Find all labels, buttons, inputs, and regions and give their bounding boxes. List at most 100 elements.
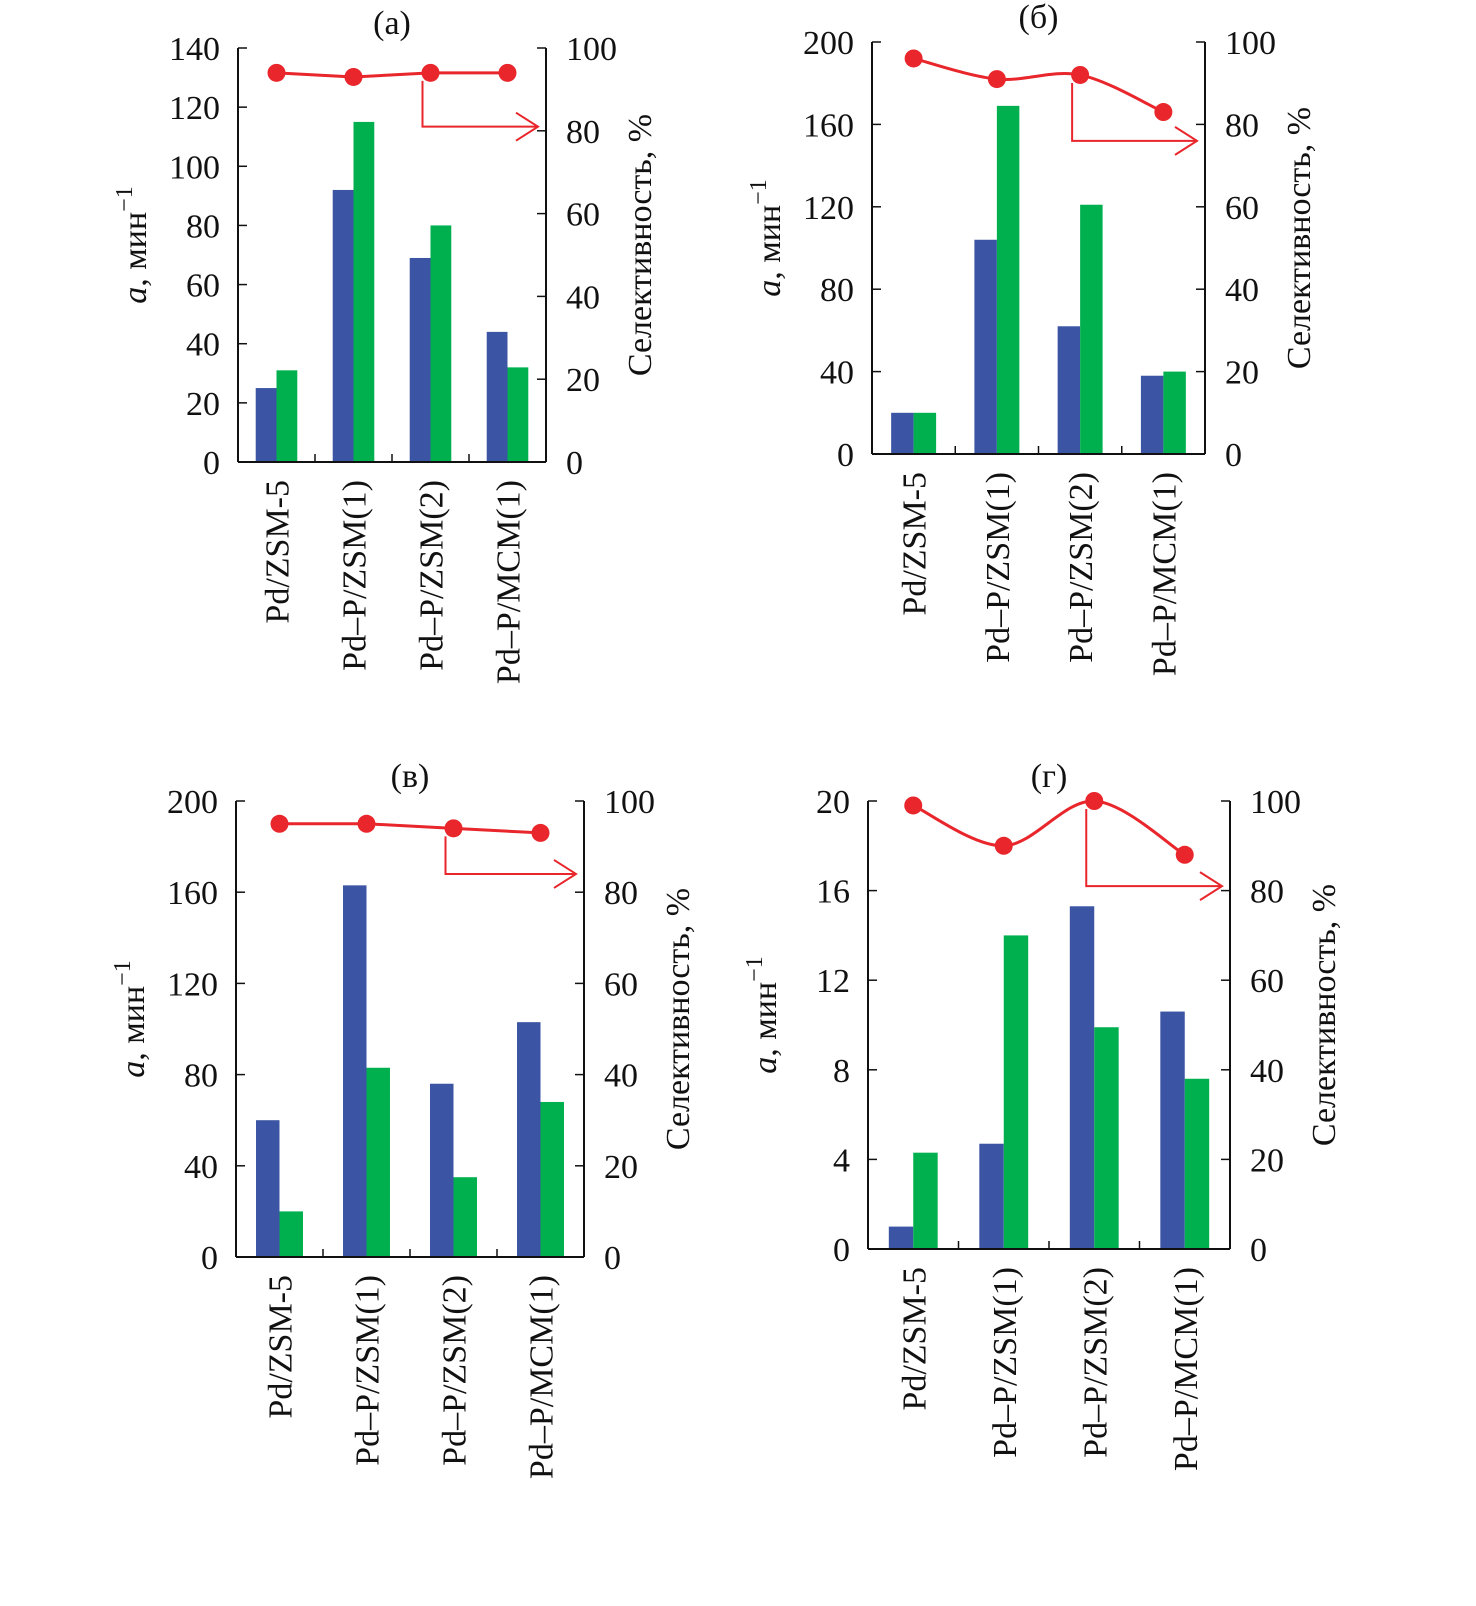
- y-right-tick-label: 20: [1250, 1142, 1284, 1179]
- y-left-tick-label: 0: [837, 437, 854, 474]
- y-left-tick-label: 80: [186, 208, 220, 245]
- y-left-label: a, мин−1: [746, 179, 788, 296]
- selectivity-point: [498, 63, 517, 82]
- selectivity-point: [904, 49, 923, 68]
- y-right-tick-label: 40: [604, 1058, 638, 1095]
- y-right-tick-label: 20: [1225, 355, 1259, 392]
- bar-blue: [974, 239, 997, 454]
- panel-label: (а): [373, 5, 411, 42]
- x-tick-label: Pd–P/ZSM(2): [1077, 1267, 1114, 1458]
- bar-green: [279, 1211, 303, 1257]
- selectivity-axis-arrow: [1071, 82, 1197, 142]
- y-right-tick-label: 60: [1225, 190, 1259, 227]
- y-right-tick-label: 100: [604, 784, 655, 821]
- y-left-tick-label: 80: [820, 272, 854, 309]
- bar-green: [913, 412, 937, 454]
- y-left-tick-label: 140: [169, 31, 220, 68]
- selectivity-point: [994, 836, 1013, 855]
- y-right-tick-label: 40: [1225, 272, 1259, 309]
- x-tick-label: Pd–P/ZSM(1): [337, 480, 374, 671]
- y-left-tick-label: 4: [833, 1142, 850, 1179]
- selectivity-axis-arrow: [421, 80, 538, 128]
- y-right-tick-label: 100: [1250, 784, 1301, 821]
- chart-panel-2: (б) 0 40 80 120 160 200 0 20 40 60 80 100 a, мин−1 Сел…: [746, 0, 1318, 676]
- bar-green: [1163, 371, 1186, 454]
- y-right-tick-label: 60: [604, 966, 638, 1003]
- y-right-tick-label: 60: [1250, 963, 1284, 1000]
- arrow-head-icon: [553, 859, 578, 889]
- y-left-tick-label: 80: [184, 1058, 218, 1095]
- bar-blue: [1140, 375, 1164, 454]
- x-tick-label: Pd–P/ZSM(2): [414, 480, 451, 671]
- y-left-label: a, мин−1: [110, 960, 152, 1077]
- y-left-tick-label: 12: [816, 963, 850, 1000]
- y-left-label-unit: , мин: [747, 982, 784, 1057]
- y-left-tick-label: 0: [833, 1232, 850, 1269]
- y-right-tick-label: 0: [604, 1240, 621, 1277]
- bar-green: [1003, 935, 1029, 1249]
- y-left-tick-label: 0: [201, 1240, 218, 1277]
- selectivity-axis-arrow: [1085, 809, 1222, 888]
- selectivity-point: [1154, 103, 1173, 122]
- y-left-tick-label: 60: [186, 268, 220, 305]
- x-tick-label: Pd–P/MCM(1): [491, 480, 528, 684]
- selectivity-point: [444, 819, 463, 838]
- y-left-label: a, мин−1: [742, 956, 784, 1073]
- y-left-tick-label: 160: [803, 107, 854, 144]
- y-right-tick-label: 100: [566, 31, 617, 68]
- x-tick-label: Pd–P/ZSM(1): [350, 1275, 387, 1466]
- x-tick-label: Pd/ZSM-5: [263, 1275, 300, 1419]
- selectivity-line: [279, 822, 541, 835]
- y-right-tick-label: 60: [566, 197, 600, 234]
- bar-green: [540, 1101, 564, 1257]
- y-right-tick-label: 0: [1250, 1232, 1267, 1269]
- y-left-tick-label: 20: [816, 784, 850, 821]
- selectivity-point: [344, 67, 363, 86]
- y-right-tick-label: 0: [1225, 437, 1242, 474]
- x-tick-label: Pd/ZSM-5: [896, 1267, 933, 1411]
- selectivity-point: [1085, 792, 1104, 810]
- selectivity-point: [1175, 845, 1194, 864]
- y-left-tick-label: 8: [833, 1053, 850, 1090]
- bar-green: [430, 225, 452, 462]
- y-right-tick-label: 80: [1225, 107, 1259, 144]
- y-left-tick-label: 120: [167, 966, 218, 1003]
- arrow-head-icon: [1174, 126, 1199, 156]
- selectivity-point: [357, 814, 376, 833]
- y-left-label-unit: , мин: [117, 212, 154, 287]
- y-left-tick-label: 40: [184, 1149, 218, 1186]
- panel-label: (в): [391, 758, 430, 795]
- chart-panel-4: (г) 0 4 8 12 16 20 0 20 40 60 80 100 a, мин−1 Селектив…: [742, 758, 1343, 1471]
- y-left-tick-label: 200: [803, 25, 854, 62]
- bar-green: [276, 370, 298, 462]
- x-tick-label: Pd–P/ZSM(1): [987, 1267, 1024, 1458]
- bar-blue: [430, 1083, 454, 1257]
- bar-blue: [1057, 326, 1081, 454]
- y-right-tick-label: 0: [566, 445, 583, 482]
- selectivity-point: [421, 63, 440, 82]
- y-right-tick-label: 40: [1250, 1053, 1284, 1090]
- bar-green: [366, 1067, 390, 1257]
- bar-blue: [343, 885, 367, 1257]
- y-left-label-symbol: a: [747, 1057, 784, 1074]
- bar-blue: [888, 1226, 914, 1249]
- y-right-tick-label: 100: [1225, 25, 1276, 62]
- y-left-label-unit: , мин: [751, 205, 788, 280]
- selectivity-point: [270, 814, 289, 833]
- selectivity-point: [1071, 65, 1090, 84]
- y-right-tick-label: 80: [566, 114, 600, 151]
- y-left-label-exponent: −1: [746, 179, 772, 205]
- arrow-head-icon: [515, 111, 540, 142]
- y-right-tick-label: 20: [566, 362, 600, 399]
- bar-blue: [256, 1120, 280, 1257]
- y-left-tick-label: 160: [167, 875, 218, 912]
- y-right-label: Селективность, %: [622, 114, 659, 376]
- y-left-tick-label: 0: [203, 445, 220, 482]
- bar-blue: [891, 412, 914, 454]
- y-left-label: a, мин−1: [112, 186, 154, 303]
- bar-blue: [979, 1143, 1004, 1249]
- x-tick-label: Pd–P/ZSM(2): [1063, 472, 1100, 663]
- x-tick-label: Pd–P/ZSM(2): [437, 1275, 474, 1466]
- selectivity-point: [904, 796, 923, 815]
